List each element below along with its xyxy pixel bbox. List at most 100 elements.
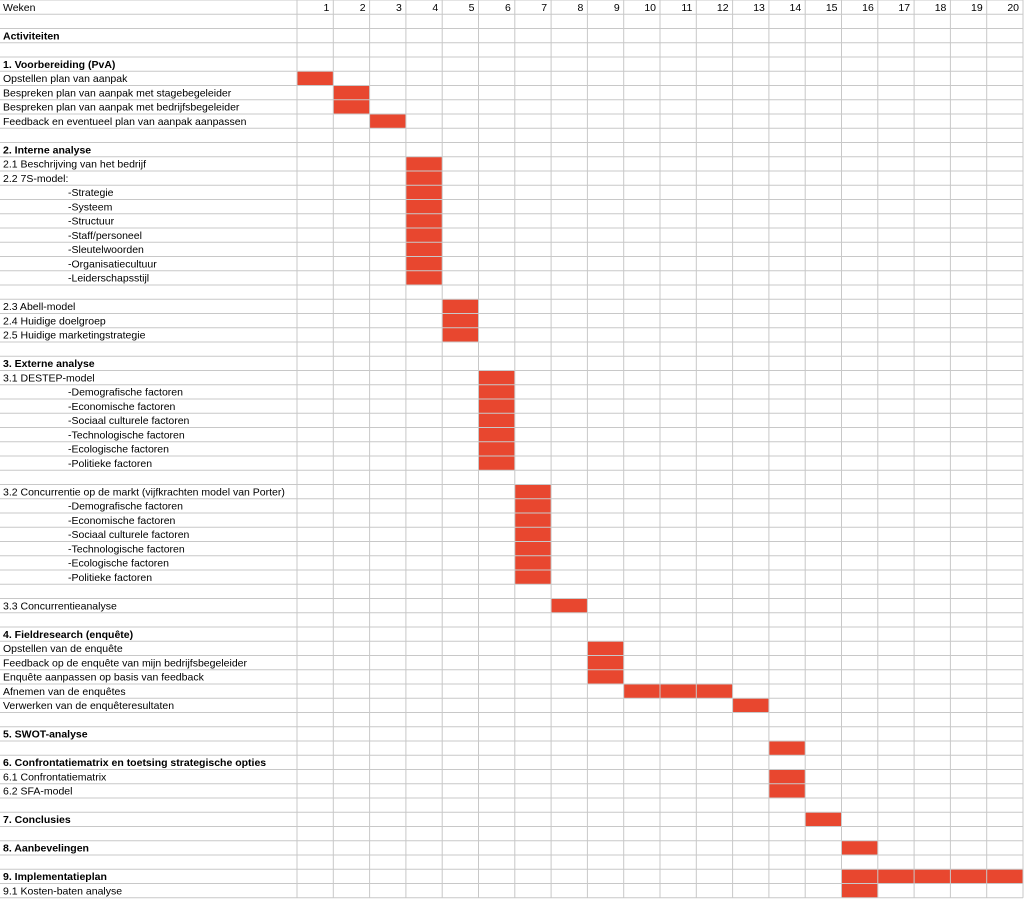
section-heading-label: 6. Confrontatiematrix en toetsing strate… — [3, 757, 266, 769]
gantt-bar — [405, 171, 443, 186]
section-heading-label: 9. Implementatieplan — [3, 871, 107, 883]
activity-label: -Technologische factoren — [68, 429, 185, 441]
gantt-bar — [587, 655, 624, 670]
week-number-label: 18 — [935, 2, 947, 14]
gantt-bar — [478, 441, 515, 456]
section-heading-label: 4. Fieldresearch (enquête) — [3, 629, 133, 641]
week-number-label: 12 — [717, 2, 729, 14]
section-heading-label: 5. SWOT-analyse — [3, 729, 88, 741]
section-heading-label: 7. Conclusies — [3, 814, 71, 826]
gantt-bar — [333, 99, 370, 114]
activity-label: 6.2 SFA-model — [3, 786, 72, 798]
gantt-bar — [805, 812, 842, 827]
activity-label: 2.1 Beschrijving van het bedrijf — [3, 159, 146, 171]
activity-label: -Demografische factoren — [68, 387, 183, 399]
week-number-label: 10 — [644, 2, 656, 14]
gantt-bar — [405, 270, 443, 285]
activity-label: 2.2 7S-model: — [3, 173, 68, 185]
gantt-bar — [623, 684, 733, 699]
week-number-label: 3 — [396, 2, 402, 14]
activity-label: Enquête aanpassen op basis van feedback — [3, 672, 205, 684]
section-heading-label: 3. Externe analyse — [3, 358, 95, 370]
activity-label: -Politieke factoren — [68, 572, 152, 584]
activity-label: -Economische factoren — [68, 401, 176, 413]
section-heading-label: 2. Interne analyse — [3, 144, 91, 156]
activity-label: 2.4 Huidige doelgroep — [3, 315, 106, 327]
week-number-label: 4 — [432, 2, 438, 14]
gantt-bar — [514, 541, 552, 556]
gantt-bar — [478, 413, 515, 428]
gantt-bar — [841, 883, 878, 898]
section-heading-label: 1. Voorbereiding (PvA) — [3, 59, 115, 71]
gantt-bar — [405, 213, 443, 228]
gantt-bar — [405, 185, 443, 200]
activity-label: 3.2 Concurrentie op de markt (vijfkracht… — [3, 486, 285, 498]
activity-label: -Technologische factoren — [68, 543, 185, 555]
week-number-label: 2 — [360, 2, 366, 14]
gantt-bar — [514, 498, 552, 513]
activity-label: -Staff/personeel — [68, 230, 142, 242]
activity-label: Opstellen van de enquête — [3, 643, 123, 655]
week-number-label: 17 — [898, 2, 910, 14]
week-number-label: 11 — [681, 2, 692, 14]
gantt-bar — [841, 869, 1023, 884]
gantt-bar — [405, 156, 443, 171]
activity-label: Feedback op de enquête van mijn bedrijfs… — [3, 657, 248, 669]
gantt-bar — [732, 698, 769, 713]
activity-label: Feedback en eventueel plan van aanpak aa… — [3, 116, 247, 128]
activity-label: -Structuur — [68, 216, 115, 228]
section-heading-label: 8. Aanbevelingen — [3, 843, 89, 855]
gantt-bar — [514, 570, 552, 585]
activity-label: -Ecologische factoren — [68, 558, 169, 570]
week-number-label: 1 — [323, 2, 329, 14]
gantt-bar — [551, 598, 588, 613]
activity-label: -Sociaal culturele factoren — [68, 415, 190, 427]
gantt-bar — [768, 741, 806, 756]
activity-label: 3.1 DESTEP-model — [3, 372, 95, 384]
gantt-bar — [333, 85, 370, 100]
gantt-bar — [841, 840, 878, 855]
activity-label: Bespreken plan van aanpak met stagebegel… — [3, 87, 232, 99]
activity-label: Bespreken plan van aanpak met bedrijfsbe… — [3, 102, 240, 114]
gantt-bar — [768, 769, 806, 784]
activity-label: -Sociaal culturele factoren — [68, 529, 190, 541]
activity-label: -Politieke factoren — [68, 458, 152, 470]
activity-label: Opstellen plan van aanpak — [3, 73, 128, 85]
activity-label: 3.3 Concurrentieanalyse — [3, 600, 117, 612]
activity-label: 2.5 Huidige marketingstrategie — [3, 330, 146, 342]
gantt-bar — [405, 242, 443, 257]
gantt-bar — [587, 669, 624, 684]
activity-label: -Demografische factoren — [68, 501, 183, 513]
activity-label: -Strategie — [68, 187, 114, 199]
gantt-bar — [478, 399, 515, 414]
gantt-bar — [405, 256, 443, 271]
gantt-bar — [405, 199, 443, 214]
activity-label: -Systeem — [68, 201, 113, 213]
section-heading-label: Activiteiten — [3, 30, 60, 42]
gantt-bar — [514, 527, 552, 542]
gantt-bar — [405, 228, 443, 243]
gantt-bar — [442, 313, 479, 328]
week-number-label: 7 — [541, 2, 547, 14]
gantt-bar — [297, 71, 334, 86]
gantt-bar — [768, 783, 806, 798]
gantt-bar — [369, 114, 406, 129]
week-number-label: 16 — [862, 2, 874, 14]
gantt-bar — [514, 484, 552, 499]
activity-label: 9.1 Kosten-baten analyse — [3, 885, 122, 897]
activity-label: -Ecologische factoren — [68, 444, 169, 456]
week-number-label: 9 — [614, 2, 620, 14]
week-number-label: 14 — [790, 2, 802, 14]
gantt-bar — [514, 555, 552, 570]
gantt-bar — [514, 513, 552, 528]
activity-label: 2.3 Abell-model — [3, 301, 75, 313]
gantt-bar — [478, 456, 515, 471]
gantt-bar — [478, 384, 515, 399]
week-number-label: 13 — [753, 2, 765, 14]
activity-label: -Organisatiecultuur — [68, 258, 157, 270]
week-number-label: 8 — [578, 2, 584, 14]
week-number-label: 6 — [505, 2, 511, 14]
header-label: Weken — [3, 2, 36, 14]
